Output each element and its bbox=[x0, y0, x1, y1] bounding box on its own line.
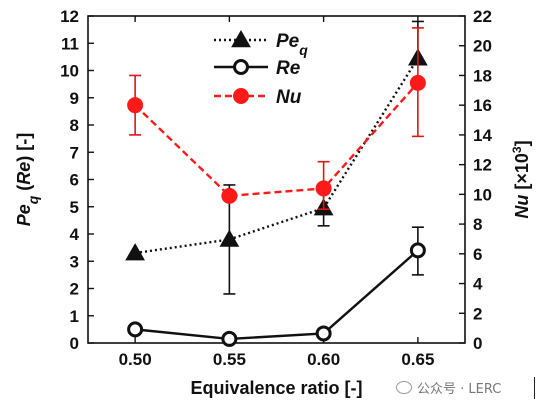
right-tick-label: 0 bbox=[473, 334, 482, 353]
data-point bbox=[221, 330, 238, 347]
series-line bbox=[134, 82, 419, 198]
left-tick-label: 0 bbox=[70, 334, 79, 353]
right-tick-label: 14 bbox=[473, 126, 492, 145]
data-point bbox=[315, 180, 332, 197]
left-tick-label: 7 bbox=[70, 143, 79, 162]
legend-marker bbox=[233, 88, 249, 104]
data-point bbox=[125, 243, 145, 261]
series-nu bbox=[127, 27, 426, 211]
legend-label: Peq bbox=[276, 31, 308, 58]
right-tick-label: 20 bbox=[473, 37, 492, 56]
left-tick-label: 2 bbox=[70, 280, 79, 299]
right-tick-label: 16 bbox=[473, 96, 492, 115]
series-line bbox=[135, 249, 419, 341]
watermark-text: 公众号 · LERC bbox=[417, 382, 502, 397]
wechat-icon bbox=[396, 381, 412, 394]
left-axis-title: Peq (Re) [-] bbox=[14, 133, 41, 227]
left-tick-label: 11 bbox=[61, 34, 79, 53]
data-point bbox=[219, 229, 240, 247]
x-tick-label: 0.55 bbox=[213, 350, 246, 369]
left-tick-label: 6 bbox=[70, 171, 79, 190]
axis-titles-layer: Equivalence ratio [-] Peq (Re) [-] Nu [×10… bbox=[14, 133, 532, 398]
x-tick-label: 0.60 bbox=[307, 350, 340, 369]
left-tick-label: 3 bbox=[70, 252, 79, 271]
data-point bbox=[409, 74, 426, 91]
data-point bbox=[315, 325, 332, 342]
x-axis-title: Equivalence ratio [-] bbox=[190, 378, 362, 398]
right-tick-label: 4 bbox=[473, 275, 483, 294]
left-tick-label: 10 bbox=[60, 62, 79, 81]
left-tick-label: 9 bbox=[70, 89, 79, 108]
left-tick-label: 4 bbox=[70, 225, 80, 244]
watermark: 公众号 · LERC bbox=[396, 378, 501, 397]
data-point bbox=[221, 187, 238, 204]
right-tick-label: 8 bbox=[473, 215, 482, 234]
left-tick-label: 5 bbox=[70, 198, 79, 217]
data-point bbox=[409, 242, 426, 259]
right-axis-title: Nu [×103] bbox=[510, 140, 532, 218]
legend-label: Re bbox=[276, 58, 301, 79]
right-tick-label: 6 bbox=[473, 245, 482, 264]
legend-label: Nu bbox=[276, 87, 302, 108]
right-tick-label: 2 bbox=[473, 304, 482, 323]
data-point bbox=[127, 321, 144, 338]
corner-mark bbox=[534, 377, 535, 399]
series-re bbox=[127, 226, 426, 347]
left-tick-label: 1 bbox=[70, 307, 79, 326]
right-tick-label: 12 bbox=[473, 156, 492, 175]
data-point bbox=[127, 97, 144, 114]
legend-marker bbox=[231, 29, 251, 48]
right-tick-label: 10 bbox=[473, 185, 492, 204]
series-layer bbox=[125, 20, 428, 347]
x-tick-label: 0.65 bbox=[401, 350, 434, 369]
left-tick-label: 8 bbox=[70, 116, 79, 135]
right-tick-label: 22 bbox=[473, 7, 492, 26]
x-tick-label: 0.50 bbox=[119, 350, 152, 369]
legend-marker bbox=[233, 59, 249, 75]
right-tick-label: 18 bbox=[473, 66, 492, 85]
left-tick-label: 12 bbox=[60, 7, 79, 26]
